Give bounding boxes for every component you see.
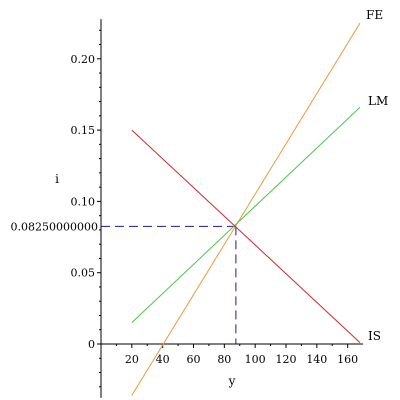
y-tick-label: 0.20 (71, 53, 96, 66)
fe-curve-label: FE (366, 8, 383, 22)
curves (131, 22, 361, 396)
y-tick-label: 0.05 (71, 267, 96, 280)
is-curve-label: IS (368, 329, 381, 343)
x-tick-label: 160 (337, 353, 358, 366)
y-axis-title: i (55, 172, 59, 186)
x-tick-label: 120 (275, 353, 296, 366)
x-tick-label: 100 (245, 353, 266, 366)
labels: FE LM IS (366, 8, 388, 343)
x-axis-title: y (228, 374, 236, 388)
is-curve (131, 129, 361, 343)
x-tick-label: 80 (217, 353, 231, 366)
lm-curve-label: LM (368, 94, 388, 108)
x-tick-label: 60 (186, 353, 200, 366)
x-tick-label: 140 (306, 353, 327, 366)
axes: 0 0.05 0.10 0.15 0.20 20 40 60 80 100 120 140 160 y i (55, 19, 364, 398)
equilibrium-guides: 0.08250000000 (11, 220, 237, 344)
x-tick-label: 40 (156, 353, 170, 366)
fe-curve (131, 22, 361, 396)
y-tick-label: 0.10 (71, 195, 96, 208)
y-tick-label: 0.15 (71, 124, 96, 137)
y-tick-label: 0 (88, 338, 95, 351)
equilibrium-value-label: 0.08250000000 (11, 220, 98, 233)
lm-curve (131, 106, 361, 323)
x-tick-label: 20 (125, 353, 139, 366)
